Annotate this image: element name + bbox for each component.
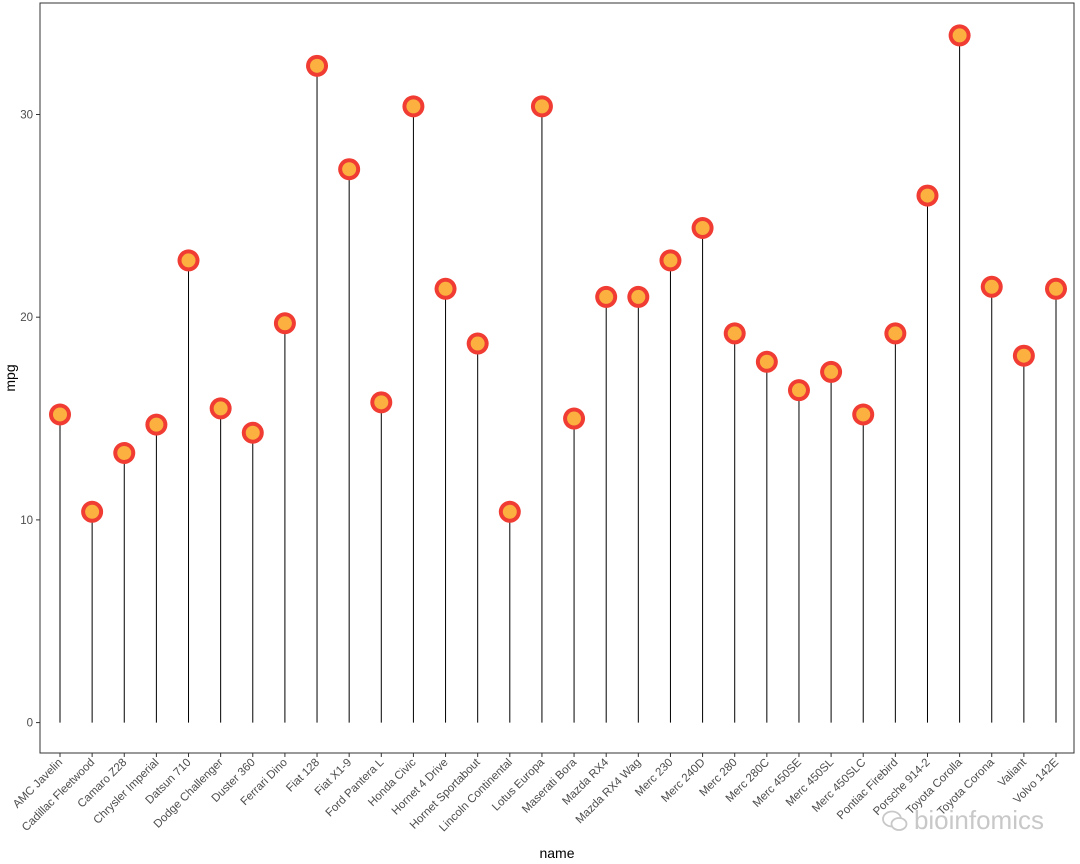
- y-axis-title: mpg: [2, 364, 18, 391]
- lollipop-point: [466, 332, 489, 355]
- lollipop-point: [852, 403, 875, 426]
- lollipop-point: [498, 500, 521, 523]
- lollipop-point: [820, 360, 843, 383]
- lollipop-point: [113, 442, 136, 464]
- lollipop-point: [177, 249, 200, 272]
- x-axis-title: name: [539, 845, 574, 861]
- lollipop-point: [627, 285, 650, 308]
- wechat-icon: [882, 810, 908, 831]
- lollipop-point: [370, 391, 393, 414]
- lollipop-point: [338, 158, 361, 181]
- lollipop-point: [273, 312, 296, 335]
- lollipop-point: [1012, 344, 1035, 367]
- lollipop-point: [81, 500, 104, 523]
- lollipop-point: [980, 275, 1003, 298]
- lollipop-point: [787, 379, 810, 402]
- lollipop-point: [241, 421, 264, 444]
- y-tick-label: 0: [27, 718, 33, 730]
- lollipop-point: [755, 350, 778, 373]
- lollipop-point: [659, 249, 682, 272]
- y-tick-label: 30: [20, 109, 33, 121]
- y-axis: 0 10 20 30: [20, 109, 40, 730]
- lollipop-point: [49, 403, 71, 426]
- lollipop-point: [884, 322, 907, 345]
- lollipop-points: [49, 24, 1067, 523]
- x-tick-label: Hornet 4 Drive: [390, 757, 451, 818]
- watermark: bioinfomics: [882, 805, 1044, 836]
- watermark-text: bioinfomics: [913, 805, 1044, 835]
- lollipop-point: [402, 95, 425, 118]
- lollipop-point: [530, 95, 553, 118]
- lollipop-point: [145, 413, 168, 436]
- lollipop-point: [563, 407, 586, 430]
- lollipop-point: [209, 397, 232, 420]
- lollipop-point: [691, 217, 714, 239]
- lollipop-point: [306, 54, 329, 77]
- lollipop-stems: [59, 35, 1057, 723]
- lollipop-point: [1045, 277, 1067, 300]
- y-tick-label: 10: [20, 515, 33, 527]
- lollipop-point: [723, 322, 746, 345]
- lollipop-point: [595, 285, 618, 308]
- lollipop-point: [434, 277, 457, 300]
- lollipop-point: [948, 24, 971, 47]
- panel-border: [39, 2, 1075, 754]
- lollipop-point: [916, 184, 939, 207]
- x-tick-label: Ford Pantera L: [324, 756, 387, 819]
- y-tick-label: 20: [20, 312, 33, 324]
